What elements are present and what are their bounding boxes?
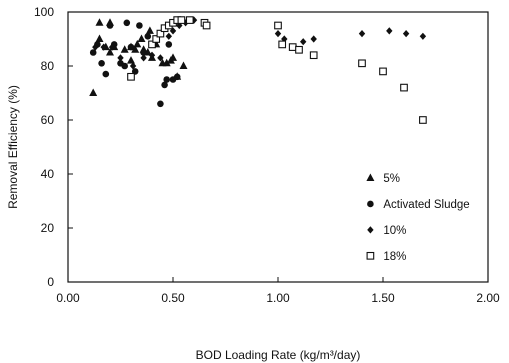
data-point-activated-sludge (89, 49, 97, 56)
legend-marker-5 (366, 173, 375, 182)
series-18 (127, 16, 427, 124)
data-point-5 (95, 18, 104, 26)
data-point-10 (157, 54, 164, 62)
legend-label: 5% (383, 173, 400, 185)
legend-item-18: 18% (366, 251, 406, 263)
x-tick-label: 2.00 (476, 291, 500, 305)
data-point-activated-sludge (140, 49, 147, 56)
y-tick-label: 20 (41, 221, 55, 235)
data-point-5 (131, 45, 140, 53)
plot-area-frame (67, 11, 489, 283)
data-point-10 (117, 54, 124, 62)
data-point-18 (177, 16, 186, 24)
data-point-5 (137, 34, 146, 42)
data-point-18 (419, 116, 427, 124)
legend-label: 18% (383, 251, 406, 263)
data-point-18 (274, 21, 282, 30)
data-point-18 (156, 29, 165, 38)
y-tick-label: 80 (41, 59, 55, 73)
data-point-18 (127, 72, 135, 81)
y-tick-label: 60 (41, 113, 55, 127)
x-tick-label: 1.00 (266, 291, 290, 305)
data-points (89, 16, 427, 124)
data-point-10 (169, 27, 177, 35)
data-point-18 (185, 16, 194, 24)
y-tick-label: 40 (41, 167, 55, 181)
data-point-18 (202, 21, 211, 30)
legend-label: 10% (383, 225, 406, 237)
data-point-5 (162, 58, 171, 67)
data-point-5 (89, 88, 98, 96)
x-tick-label: 0.50 (161, 291, 185, 305)
data-point-activated-sludge (144, 33, 152, 40)
data-point-activated-sludge (98, 60, 105, 67)
data-point-10 (140, 54, 147, 62)
data-point-18 (400, 83, 408, 92)
legend-label: Activated Sludge (383, 199, 469, 211)
legend-item-10: 10% (367, 225, 406, 237)
data-point-activated-sludge (136, 22, 143, 29)
data-point-5 (95, 34, 104, 42)
data-point-18 (288, 43, 297, 51)
data-point-10 (108, 43, 116, 51)
x-tick-label: 0.00 (56, 291, 80, 305)
y-tick-label: 0 (47, 275, 54, 289)
data-point-activated-sludge (123, 19, 131, 27)
data-point-activated-sludge (106, 22, 114, 29)
legend-marker-18 (366, 251, 375, 260)
data-point-5 (169, 53, 177, 61)
data-point-18 (148, 40, 156, 49)
data-point-5 (133, 39, 142, 48)
data-point-18 (152, 35, 161, 43)
data-point-10 (129, 62, 137, 70)
data-point-5 (145, 26, 154, 34)
legend-marker-10 (367, 226, 374, 234)
data-point-activated-sludge (163, 76, 170, 83)
data-point-activated-sludge (102, 70, 110, 78)
data-point-10 (358, 30, 366, 38)
data-point-10 (386, 27, 393, 35)
data-point-10 (92, 43, 99, 51)
y-axis: 0 20 40 60 80 100 (34, 5, 73, 289)
data-point-10 (419, 32, 427, 40)
data-point-activated-sludge (127, 43, 135, 51)
data-point-activated-sludge (121, 62, 128, 70)
data-point-18 (358, 59, 366, 68)
legend-item-5: 5% (366, 173, 400, 185)
data-point-5 (120, 45, 129, 53)
data-point-18 (278, 40, 287, 49)
data-point-18 (295, 45, 303, 54)
data-point-10 (148, 51, 156, 59)
data-point-5 (127, 56, 135, 64)
data-point-activated-sludge (165, 41, 173, 48)
x-axis: 0.00 0.50 1.00 1.50 2.00 (56, 277, 500, 305)
data-point-5 (179, 61, 188, 69)
data-point-18 (309, 51, 318, 60)
data-point-activated-sludge (173, 73, 181, 81)
data-point-10 (274, 30, 282, 38)
y-tick-label: 100 (34, 5, 54, 19)
data-point-10 (310, 35, 317, 43)
data-point-activated-sludge (157, 100, 164, 108)
legend: 5% Activated Sludge 10% 18% (366, 173, 470, 263)
data-point-10 (190, 16, 198, 24)
data-point-10 (165, 32, 172, 40)
data-point-18 (379, 67, 387, 76)
x-tick-label: 1.50 (371, 291, 395, 305)
legend-item-activated-sludge: Activated Sludge (367, 199, 470, 211)
y-axis-label: Removal Efficiency (%) (6, 85, 20, 209)
data-point-10 (300, 38, 307, 46)
data-point-10 (100, 43, 107, 51)
data-point-activated-sludge (161, 81, 168, 89)
data-point-5 (106, 48, 114, 56)
legend-marker-activated-sludge (367, 200, 374, 208)
data-point-10 (402, 30, 410, 38)
x-axis-label: BOD Loading Rate (kg/m³/day) (196, 348, 361, 362)
